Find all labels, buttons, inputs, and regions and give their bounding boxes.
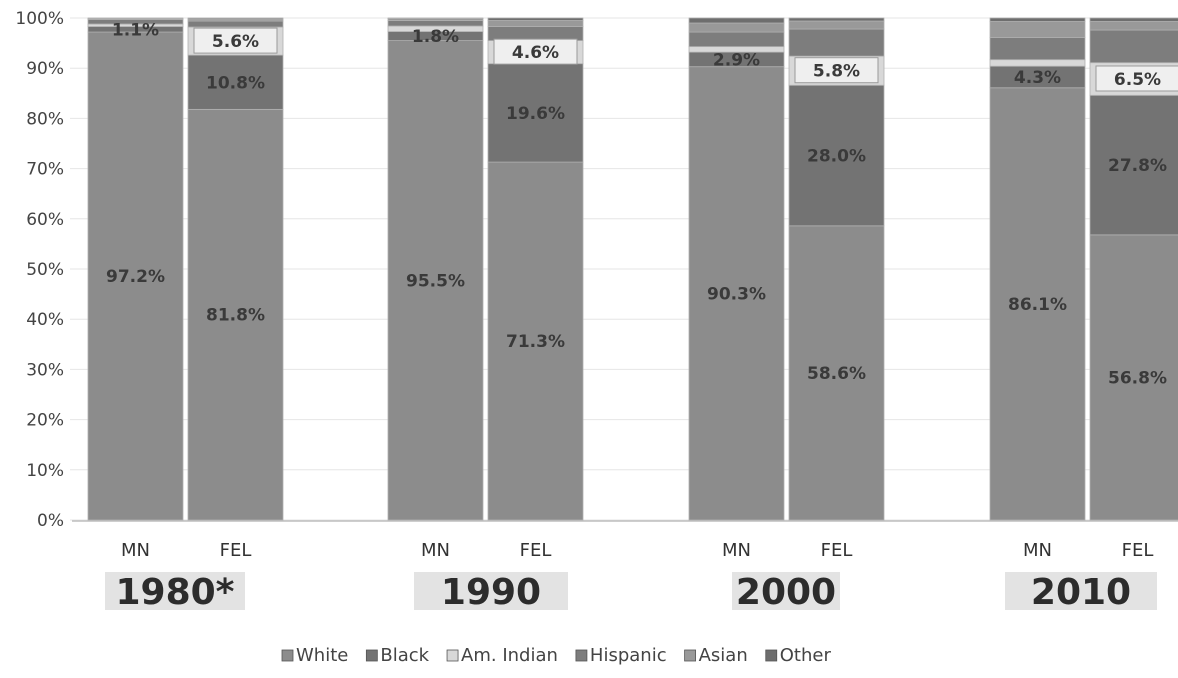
- bar-segment-white: [688, 66, 785, 521]
- data-label: 27.8%: [1108, 156, 1167, 176]
- bar-segment-hispanic: [1089, 29, 1178, 64]
- data-label-box: [193, 27, 278, 54]
- y-tick-label: 0%: [37, 511, 64, 531]
- bar-segment-other: [387, 17, 484, 19]
- legend-label: Black: [380, 645, 429, 666]
- bar-segment-hispanic: [788, 28, 885, 57]
- x-category-label: FEL: [821, 540, 853, 561]
- bar-segment-black: [788, 84, 885, 227]
- bar-segment-asian: [688, 22, 785, 33]
- bar-segment-hispanic: [487, 26, 584, 41]
- y-tick-label: 30%: [26, 360, 64, 380]
- y-tick-label: 10%: [26, 461, 64, 481]
- bar-segment-hispanic: [187, 20, 284, 28]
- data-label-box: [493, 38, 578, 65]
- bar-segment-other: [688, 17, 785, 24]
- y-tick-label: 50%: [26, 260, 64, 280]
- bar-segment-black: [187, 54, 284, 110]
- y-tick-label: 90%: [26, 59, 64, 79]
- bar-segment-other: [187, 17, 284, 20]
- legend-label: Other: [780, 645, 832, 666]
- year-label: 2010: [1031, 572, 1131, 613]
- legend-swatch-black: [365, 649, 378, 662]
- x-category-label: FEL: [520, 540, 552, 561]
- bar-segment-hispanic: [387, 20, 484, 27]
- y-tick-label: 80%: [26, 109, 64, 129]
- year-label-background: [414, 572, 568, 610]
- legend-label: Am. Indian: [461, 645, 558, 666]
- x-category-label: FEL: [1122, 540, 1154, 561]
- data-label: 95.5%: [406, 271, 465, 291]
- y-tick-label: 100%: [15, 9, 64, 29]
- bar-segment-hispanic: [989, 37, 1086, 61]
- bar-segment-black: [487, 63, 584, 163]
- x-category-label: MN: [722, 540, 751, 561]
- x-category-label: MN: [121, 540, 150, 561]
- data-label-box: [1095, 65, 1178, 92]
- bar-segment-other: [487, 17, 584, 21]
- y-tick-label: 60%: [26, 210, 64, 230]
- data-label: 5.8%: [813, 62, 860, 82]
- data-label: 6.5%: [1114, 70, 1161, 90]
- data-label: 86.1%: [1008, 295, 1067, 315]
- bar-segment-white: [87, 31, 184, 521]
- year-label-background: [105, 572, 245, 610]
- data-label: 90.3%: [707, 284, 766, 304]
- data-label: 58.6%: [807, 364, 866, 384]
- data-label: 28.0%: [807, 147, 866, 167]
- bar-segment-white: [989, 87, 1086, 521]
- data-label: 56.8%: [1108, 368, 1167, 388]
- data-label: 19.6%: [506, 104, 565, 124]
- legend-label: Hispanic: [590, 645, 667, 666]
- bar-segment-other: [989, 17, 1086, 22]
- legend-label: Asian: [699, 645, 748, 666]
- bar-segment-am-indian: [989, 59, 1086, 67]
- bar-segment-white: [487, 161, 584, 521]
- data-label: 1.1%: [112, 20, 159, 40]
- year-label: 1990: [441, 572, 541, 613]
- legend-swatch-other: [765, 649, 778, 662]
- bar-segment-asian: [989, 21, 1086, 38]
- legend-swatch-am-indian: [446, 649, 459, 662]
- y-tick-label: 70%: [26, 160, 64, 180]
- bar-segment-hispanic: [688, 31, 785, 48]
- bar-segment-asian: [1089, 21, 1178, 31]
- legend-swatch-asian: [684, 649, 697, 662]
- legend-swatch-hispanic: [575, 649, 588, 662]
- year-label: 2000: [736, 572, 836, 613]
- x-category-label: MN: [421, 540, 450, 561]
- bar-segment-asian: [487, 20, 584, 27]
- data-label: 5.6%: [212, 32, 259, 52]
- x-category-label: FEL: [220, 540, 252, 561]
- legend-label: White: [296, 645, 348, 666]
- data-label: 97.2%: [106, 267, 165, 287]
- legend-swatch-white: [281, 649, 294, 662]
- bar-segment-asian: [788, 20, 885, 30]
- x-category-label: MN: [1023, 540, 1052, 561]
- data-label: 2.9%: [713, 50, 760, 70]
- bar-segment-white: [187, 108, 284, 521]
- bar-segment-black: [1089, 94, 1178, 236]
- bar-segment-other: [1089, 17, 1178, 22]
- year-label-background: [1005, 572, 1157, 610]
- bar-segment-other: [788, 17, 885, 22]
- data-label-box: [794, 57, 879, 84]
- bar-segment-white: [1089, 234, 1178, 521]
- data-label: 4.6%: [512, 43, 559, 63]
- bar-segment-other: [87, 17, 184, 19]
- year-label-background: [732, 572, 840, 610]
- y-tick-label: 20%: [26, 411, 64, 431]
- y-tick-label: 40%: [26, 310, 64, 330]
- bar-segment-white: [387, 40, 484, 521]
- bar-segment-white: [788, 225, 885, 521]
- data-label: 1.8%: [412, 27, 459, 47]
- year-label: 1980*: [115, 572, 234, 613]
- data-label: 4.3%: [1014, 68, 1061, 88]
- data-label: 10.8%: [206, 73, 265, 93]
- data-label: 81.8%: [206, 306, 265, 326]
- data-label: 71.3%: [506, 332, 565, 352]
